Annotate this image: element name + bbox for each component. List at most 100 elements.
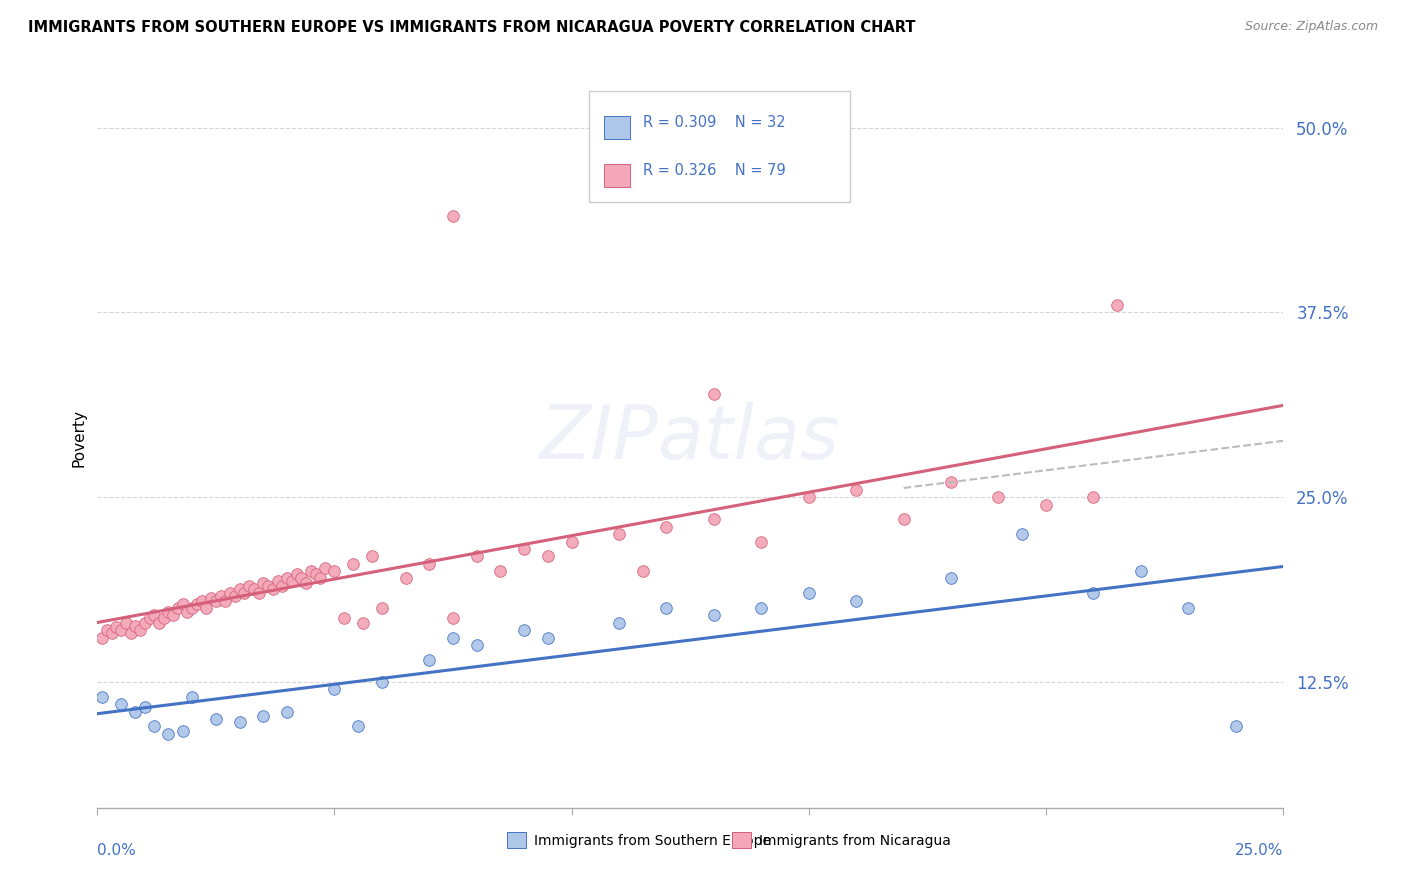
Point bbox=[157, 606, 180, 620]
Point bbox=[91, 631, 114, 645]
Point bbox=[205, 712, 228, 726]
Point bbox=[441, 210, 464, 224]
Point bbox=[418, 653, 440, 667]
FancyBboxPatch shape bbox=[603, 116, 630, 139]
Point bbox=[1225, 719, 1247, 733]
Point bbox=[167, 601, 190, 615]
Point bbox=[143, 608, 166, 623]
Point bbox=[100, 626, 122, 640]
Point bbox=[195, 601, 218, 615]
Point bbox=[987, 490, 1010, 504]
Point bbox=[148, 615, 170, 630]
Point bbox=[281, 574, 304, 589]
Point bbox=[114, 615, 136, 630]
Point bbox=[295, 576, 318, 591]
Text: Immigrants from Southern Europe: Immigrants from Southern Europe bbox=[534, 834, 770, 847]
Point bbox=[157, 727, 180, 741]
Point bbox=[172, 597, 194, 611]
Point bbox=[537, 631, 560, 645]
Point bbox=[209, 589, 232, 603]
Point bbox=[1129, 564, 1152, 578]
Point bbox=[110, 697, 132, 711]
Point bbox=[1035, 498, 1057, 512]
Point bbox=[371, 675, 394, 690]
Point bbox=[266, 574, 288, 589]
Point bbox=[143, 719, 166, 733]
Point bbox=[124, 619, 146, 633]
Point bbox=[309, 572, 332, 586]
Point bbox=[939, 572, 962, 586]
Point bbox=[219, 586, 242, 600]
Point bbox=[418, 557, 440, 571]
Point bbox=[304, 567, 326, 582]
Point bbox=[1083, 586, 1105, 600]
Point bbox=[124, 705, 146, 719]
Point bbox=[347, 719, 370, 733]
Point bbox=[247, 586, 270, 600]
Point bbox=[893, 512, 915, 526]
Text: Immigrants from Nicaragua: Immigrants from Nicaragua bbox=[759, 834, 950, 847]
Text: R = 0.309    N = 32: R = 0.309 N = 32 bbox=[643, 115, 786, 129]
Point bbox=[607, 527, 630, 541]
Point bbox=[655, 520, 678, 534]
Point bbox=[394, 572, 416, 586]
Point bbox=[361, 549, 384, 564]
Point bbox=[1105, 298, 1128, 312]
Point bbox=[252, 576, 274, 591]
Point bbox=[110, 624, 132, 638]
Point bbox=[797, 586, 820, 600]
Point bbox=[561, 534, 583, 549]
Point bbox=[176, 606, 198, 620]
Point bbox=[181, 601, 204, 615]
Point bbox=[134, 700, 156, 714]
Point bbox=[1177, 601, 1199, 615]
Point bbox=[513, 624, 536, 638]
Text: 25.0%: 25.0% bbox=[1234, 843, 1284, 858]
Point bbox=[703, 512, 725, 526]
Text: ZIPatlas: ZIPatlas bbox=[540, 402, 841, 474]
Point bbox=[252, 709, 274, 723]
Point bbox=[228, 714, 250, 729]
Point bbox=[257, 579, 280, 593]
Point bbox=[91, 690, 114, 704]
Point bbox=[465, 638, 488, 652]
Text: IMMIGRANTS FROM SOUTHERN EUROPE VS IMMIGRANTS FROM NICARAGUA POVERTY CORRELATION: IMMIGRANTS FROM SOUTHERN EUROPE VS IMMIG… bbox=[28, 20, 915, 35]
Point bbox=[285, 567, 308, 582]
Point bbox=[134, 615, 156, 630]
Point bbox=[465, 549, 488, 564]
Text: Source: ZipAtlas.com: Source: ZipAtlas.com bbox=[1244, 20, 1378, 33]
Point bbox=[205, 593, 228, 607]
Point bbox=[314, 561, 336, 575]
Text: R = 0.326    N = 79: R = 0.326 N = 79 bbox=[643, 162, 786, 178]
Point bbox=[352, 615, 374, 630]
Point bbox=[631, 564, 654, 578]
Point bbox=[138, 611, 160, 625]
Text: 0.0%: 0.0% bbox=[97, 843, 136, 858]
Point bbox=[190, 593, 212, 607]
Point bbox=[181, 690, 204, 704]
Point bbox=[845, 483, 868, 497]
Point bbox=[323, 682, 346, 697]
Point bbox=[1011, 527, 1033, 541]
Point bbox=[323, 564, 346, 578]
Point bbox=[238, 579, 260, 593]
Point bbox=[655, 601, 678, 615]
Point bbox=[96, 624, 118, 638]
Point bbox=[271, 579, 294, 593]
Point bbox=[333, 611, 356, 625]
Point bbox=[214, 593, 236, 607]
Point bbox=[290, 572, 312, 586]
Point bbox=[703, 608, 725, 623]
Point bbox=[797, 490, 820, 504]
Point bbox=[1083, 490, 1105, 504]
FancyBboxPatch shape bbox=[603, 164, 630, 186]
Point bbox=[233, 586, 256, 600]
Point bbox=[152, 611, 174, 625]
Point bbox=[262, 582, 284, 596]
Point bbox=[513, 541, 536, 556]
Point bbox=[228, 582, 250, 596]
Point bbox=[441, 631, 464, 645]
Point bbox=[276, 705, 298, 719]
Point bbox=[243, 582, 266, 596]
Point bbox=[276, 572, 298, 586]
